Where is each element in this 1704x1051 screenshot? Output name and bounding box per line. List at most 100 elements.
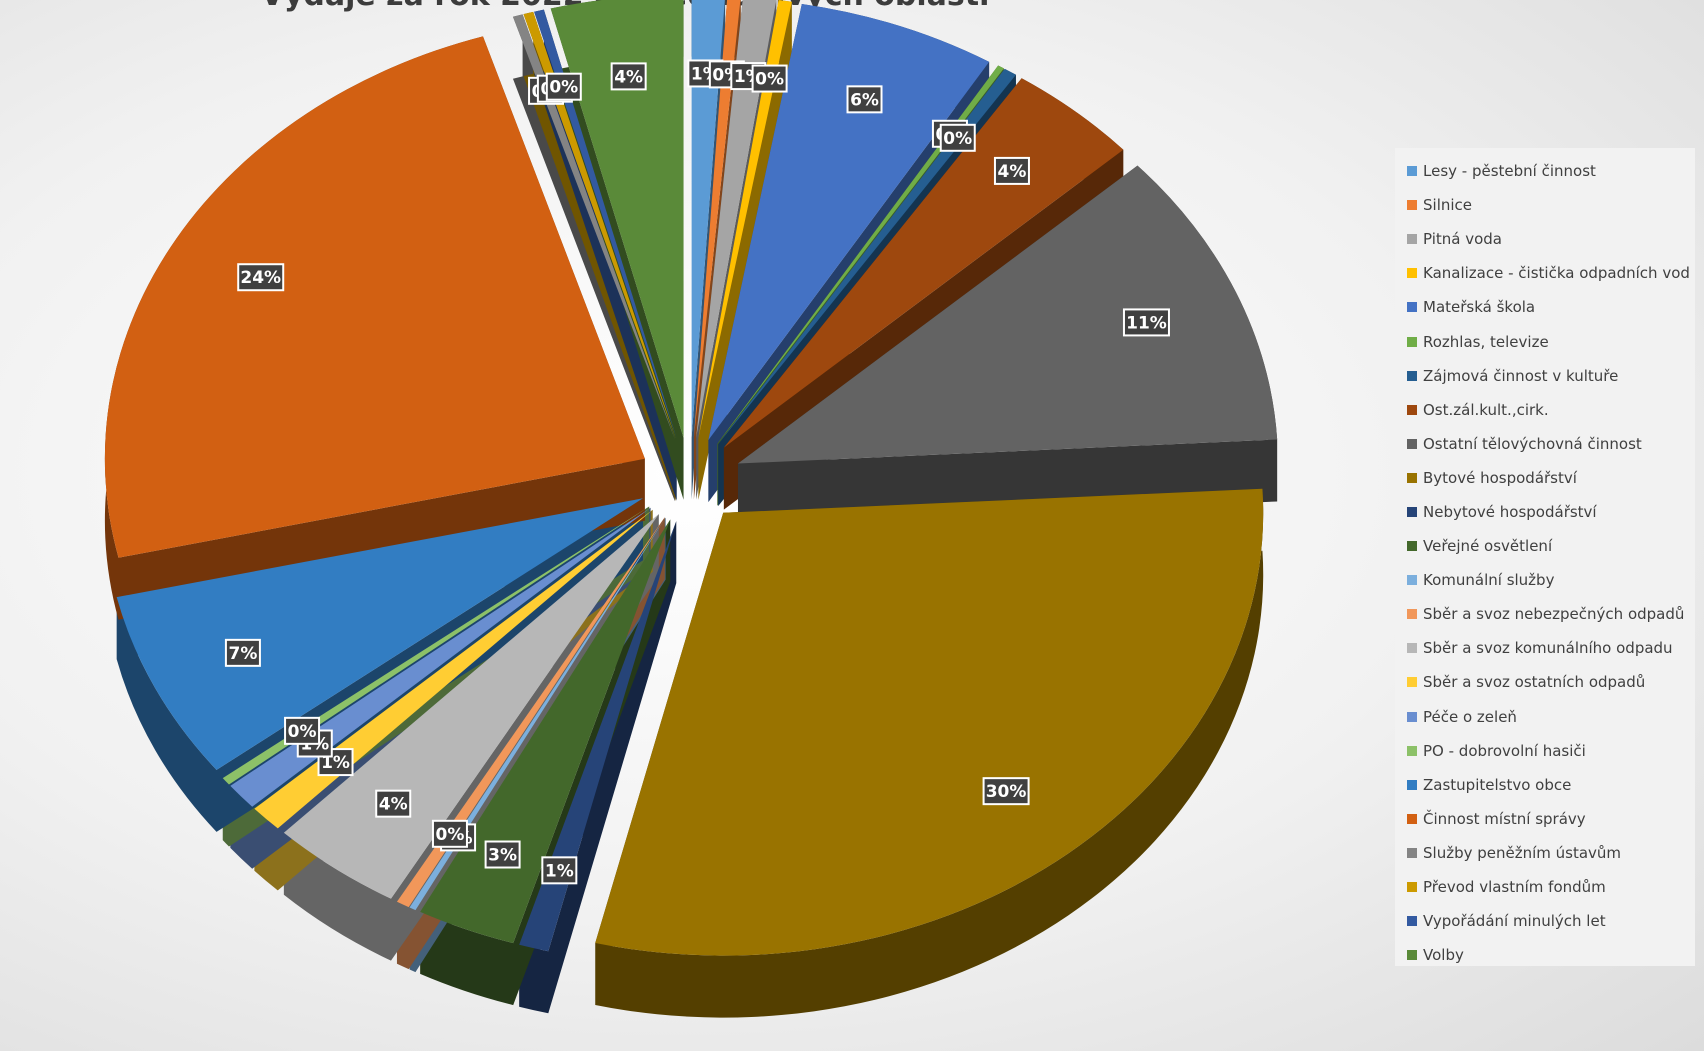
legend-label: Rozhlas, televize [1423, 332, 1549, 351]
data-label: 4% [375, 789, 412, 818]
legend-item: Vypořádání minulých let [1407, 904, 1695, 938]
legend-swatch [1407, 268, 1417, 279]
legend-label: Ostatní tělovýchovná činnost [1423, 434, 1642, 453]
legend-label: Kanalizace - čistička odpadních vod [1423, 264, 1690, 283]
legend-swatch [1407, 200, 1417, 211]
data-label: 4% [610, 62, 647, 91]
legend-swatch [1407, 166, 1417, 177]
legend-swatch [1407, 847, 1417, 858]
pie-slice[interactable] [222, 506, 650, 785]
legend-swatch [1407, 950, 1417, 961]
svg-text:0%: 0% [288, 722, 317, 742]
legend-label: Bytové hospodářství [1423, 468, 1577, 487]
pie-slice[interactable] [420, 519, 671, 944]
data-label: 24% [237, 263, 285, 292]
legend-item: Veřejné osvětlení [1407, 529, 1695, 563]
legend-item: Sběr a svoz ostatních odpadů [1407, 665, 1695, 699]
legend-swatch [1407, 438, 1417, 449]
pie-slice[interactable] [717, 65, 1004, 444]
legend-item: Ost.zál.kult.,cirk. [1407, 393, 1695, 427]
slice-side-3 [698, 0, 792, 500]
legend-label: Sběr a svoz ostatních odpadů [1423, 673, 1646, 692]
pie-slice[interactable] [691, 0, 726, 438]
pie-slice[interactable] [519, 521, 677, 952]
svg-text:0%: 0% [943, 129, 972, 149]
legend-item: Sběr a svoz komunálního odpadu [1407, 631, 1695, 665]
legend-item: PO - dobrovolní hasiči [1407, 734, 1695, 768]
pie-slice[interactable] [708, 3, 990, 441]
slice-side-8 [737, 165, 1278, 526]
legend-label: Pitná voda [1423, 230, 1502, 249]
pie-slice[interactable] [116, 498, 644, 770]
legend-swatch [1407, 882, 1417, 893]
legend-swatch [1407, 813, 1417, 824]
svg-text:0%: 0% [755, 70, 784, 90]
data-label: 0% [545, 72, 582, 101]
pie-slice[interactable] [698, 0, 792, 438]
legend-swatch [1407, 575, 1417, 586]
legend-label: Lesy - pěstební činnost [1423, 162, 1596, 181]
svg-text:7%: 7% [228, 644, 257, 664]
legend-swatch [1407, 916, 1417, 927]
legend-swatch [1407, 711, 1417, 722]
pie-slice[interactable] [595, 488, 1264, 956]
legend-item: Kanalizace - čistička odpadních vod [1407, 256, 1695, 290]
pie-slice[interactable] [737, 165, 1278, 464]
pie-slice[interactable] [550, 0, 684, 438]
legend-swatch [1407, 370, 1417, 381]
data-label: 1% [541, 856, 578, 885]
svg-text:1%: 1% [321, 753, 350, 773]
legend-label: Péče o zeleň [1423, 707, 1517, 726]
pie-slice[interactable] [230, 507, 651, 807]
svg-text:1%: 1% [545, 861, 574, 881]
svg-text:0%: 0% [436, 825, 465, 845]
legend-item: Činnost místní správy [1407, 802, 1695, 836]
legend: Lesy - pěstební činnost Silnice Pitná voda… [1395, 148, 1695, 966]
legend-label: Ost.zál.kult.,cirk. [1423, 400, 1549, 419]
legend-label: Sběr a svoz nebezpečných odpadů [1423, 605, 1685, 624]
legend-label: PO - dobrovolní hasiči [1423, 741, 1586, 760]
pie-slice[interactable] [254, 509, 653, 829]
legend-item: Nebytové hospodářství [1407, 495, 1695, 529]
svg-text:6%: 6% [850, 90, 879, 110]
pie-chart: 1%0%1%0%6%0%0%4%11%30%1%3%0%0%4%1%1%0%7%… [104, 0, 1278, 1018]
svg-text:24%: 24% [240, 268, 281, 288]
legend-swatch [1407, 677, 1417, 688]
legend-item: Služby peněžním ústavům [1407, 836, 1695, 870]
data-label: 0% [284, 716, 321, 745]
svg-text:4%: 4% [998, 162, 1027, 182]
legend-item: Zastupitelstvo obce [1407, 768, 1695, 802]
pie-slice[interactable] [523, 11, 676, 439]
svg-text:0%: 0% [549, 78, 578, 98]
legend-label: Nebytové hospodářství [1423, 502, 1597, 521]
legend-item: Mateřská škola [1407, 290, 1695, 324]
legend-item: Silnice [1407, 188, 1695, 222]
legend-item: Pitná voda [1407, 222, 1695, 256]
legend-swatch [1407, 472, 1417, 483]
data-label: 30% [982, 777, 1030, 806]
pie-slice[interactable] [409, 517, 666, 911]
pie-data-labels: 1%0%1%0%6%0%0%4%11%30%1%3%0%0%4%1%1%0%7%… [224, 59, 1170, 885]
legend-label: Zájmová činnost v kultuře [1423, 366, 1619, 385]
legend-label: Služby peněžním ústavům [1423, 843, 1622, 862]
data-label: 1% [317, 748, 354, 777]
legend-label: Sběr a svoz komunálního odpadu [1423, 639, 1673, 658]
pie-slice[interactable] [693, 0, 741, 438]
pie-slice[interactable] [512, 14, 675, 440]
pie-slice[interactable] [104, 36, 645, 558]
legend-swatch [1407, 302, 1417, 313]
legend-item: Lesy - pěstební činnost [1407, 154, 1695, 188]
legend-swatch [1407, 609, 1417, 620]
data-label: 0% [939, 123, 976, 152]
legend-item: Bytové hospodářství [1407, 461, 1695, 495]
legend-swatch [1407, 234, 1417, 245]
pie-slice[interactable] [534, 9, 677, 439]
legend-swatch [1407, 404, 1417, 415]
data-label: 11% [1122, 308, 1170, 337]
pie-slice[interactable] [396, 517, 665, 908]
data-label: 7% [224, 638, 261, 667]
legend-item: Sběr a svoz nebezpečných odpadů [1407, 597, 1695, 631]
svg-text:30%: 30% [986, 782, 1027, 802]
pie-slice[interactable] [718, 68, 1016, 445]
data-label: 4% [993, 156, 1030, 185]
